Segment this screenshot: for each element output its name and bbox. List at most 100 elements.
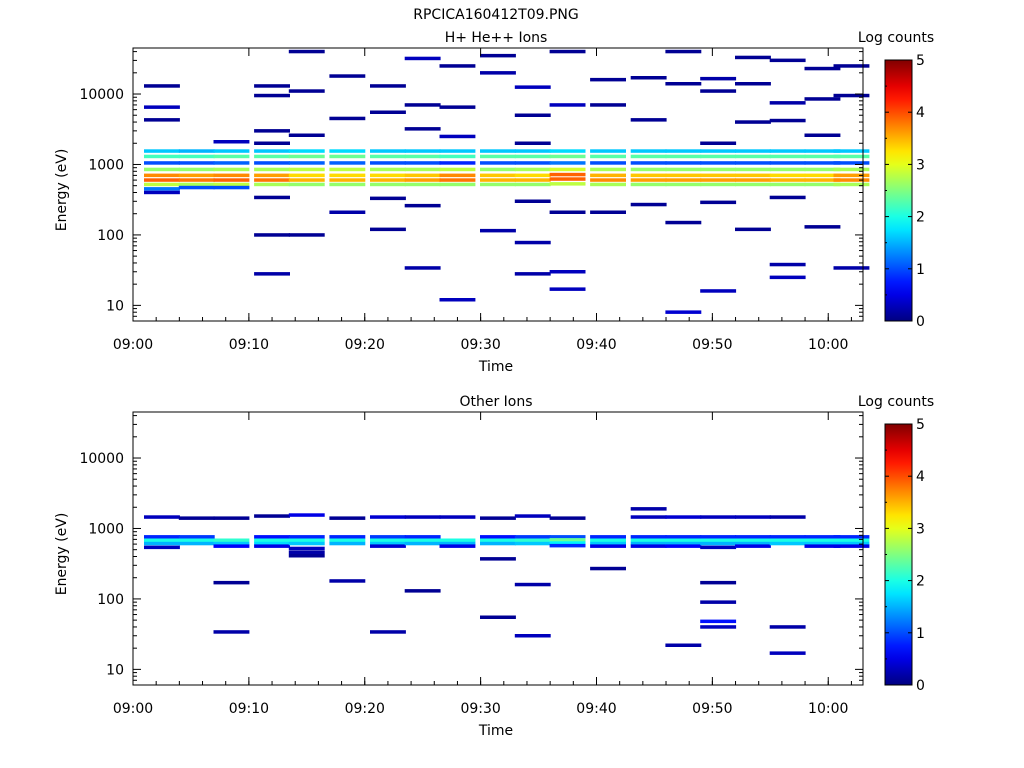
heatmap-cell	[144, 182, 180, 187]
heatmap-cell	[549, 543, 586, 548]
heatmap-cell	[700, 89, 737, 93]
heatmap-cell	[700, 515, 737, 519]
heatmap-cell	[254, 149, 290, 153]
heatmap-cell	[144, 178, 180, 182]
heatmap-cell	[370, 84, 406, 88]
heatmap-cell	[700, 154, 737, 159]
plot-frame	[132, 47, 864, 322]
heatmap-cell	[178, 535, 215, 539]
heatmap-cell	[144, 545, 180, 550]
heatmap-cell	[700, 541, 737, 546]
heatmap-cell	[735, 182, 771, 187]
heatmap-cell	[404, 161, 441, 165]
colorbar-tick-label: 0	[916, 314, 925, 330]
heatmap-cell	[665, 149, 702, 153]
heatmap-cell	[665, 49, 702, 54]
heatmap-cell	[804, 173, 841, 178]
colorbar-tick-label: 2	[916, 210, 925, 226]
heatmap-cell	[804, 535, 841, 539]
heatmap-cell	[735, 173, 771, 178]
heatmap-cell	[439, 538, 476, 542]
heatmap-cell	[590, 535, 626, 539]
heatmap-cell	[439, 161, 476, 165]
heatmap-cell	[630, 161, 667, 165]
heatmap-cell	[700, 289, 737, 293]
heatmap-cell	[178, 154, 215, 159]
heatmap-cell	[288, 538, 325, 542]
colorbar-label: Log counts	[858, 30, 934, 46]
heatmap-cell	[288, 49, 325, 54]
heatmap-cell	[590, 77, 626, 82]
heatmap-cell	[480, 516, 516, 520]
heatmap-cell	[254, 154, 290, 159]
heatmap-cell	[480, 154, 516, 159]
colorbar-tick-label: 5	[916, 53, 925, 69]
heatmap-cell	[144, 84, 180, 88]
x-tick-label: 09:50	[692, 337, 732, 353]
heatmap-cell	[665, 82, 702, 86]
heatmap-cell	[480, 161, 516, 165]
heatmap-cell	[804, 544, 841, 548]
heatmap-cell	[370, 515, 406, 519]
heatmap-cell	[735, 82, 771, 86]
heatmap-cell	[288, 154, 325, 159]
heatmap-cell	[630, 154, 667, 159]
heatmap-cell	[288, 173, 325, 178]
x-tick-label: 09:00	[113, 701, 153, 717]
colorbar-gradient	[884, 59, 913, 322]
heatmap-cell	[804, 541, 841, 546]
x-axis-label: Time	[478, 723, 513, 739]
heatmap-cell	[329, 149, 366, 153]
heatmap-cell	[439, 134, 476, 139]
heatmap-cell	[514, 240, 551, 245]
heatmap-cell	[370, 161, 406, 165]
heatmap-cell	[769, 262, 806, 267]
heatmap-cell	[404, 56, 441, 61]
heatmap-cell	[439, 544, 476, 548]
heatmap-cell	[549, 167, 586, 172]
heatmap-cell	[254, 178, 290, 182]
x-tick-label: 10:00	[808, 337, 848, 353]
heatmap-cell	[665, 310, 702, 314]
heatmap-cell	[514, 149, 551, 153]
y-tick-label: 10	[106, 662, 124, 678]
heatmap-cell	[213, 541, 250, 546]
heatmap-cell	[514, 182, 551, 187]
heatmap-cell	[769, 178, 806, 182]
heatmap-cell	[329, 74, 366, 78]
colorbar: 0 1 2 3 4 5	[884, 417, 925, 694]
heatmap-cell	[514, 167, 551, 172]
heatmap-cell	[213, 516, 250, 520]
heatmap-cell	[833, 161, 870, 165]
heatmap-cell	[514, 85, 551, 89]
heatmap-cell	[370, 149, 406, 153]
y-tick-label: 10000	[79, 451, 124, 467]
heatmap-cell	[370, 227, 406, 232]
heatmap-cell	[439, 167, 476, 172]
heatmap-cell	[439, 154, 476, 159]
heatmap-cell	[804, 133, 841, 137]
heatmap-cell	[514, 514, 551, 518]
heatmap-cell	[329, 173, 366, 178]
heatmap-cell	[665, 182, 702, 187]
heatmap-cell	[178, 541, 215, 546]
heatmap-cell	[404, 538, 441, 542]
heatmap-cell	[665, 538, 702, 542]
heatmap-cell	[370, 167, 406, 172]
heatmap-cell	[700, 178, 737, 182]
heatmap-cell	[700, 76, 737, 81]
colorbar-tick-label: 4	[916, 105, 925, 121]
heatmap-cell	[769, 625, 806, 629]
heatmap-cell	[439, 298, 476, 302]
heatmap-cell	[769, 167, 806, 172]
heatmap-cell	[804, 97, 841, 101]
heatmap-cell	[288, 161, 325, 165]
heatmap-cell	[404, 149, 441, 153]
heatmap-cell	[549, 270, 586, 274]
heatmap-cell	[833, 266, 870, 270]
colorbar-tick-label: 0	[916, 678, 925, 694]
heatmap-cell	[254, 141, 290, 145]
heatmap-cell	[735, 541, 771, 546]
heatmap-cell	[735, 535, 771, 539]
heatmap-cell	[590, 178, 626, 182]
